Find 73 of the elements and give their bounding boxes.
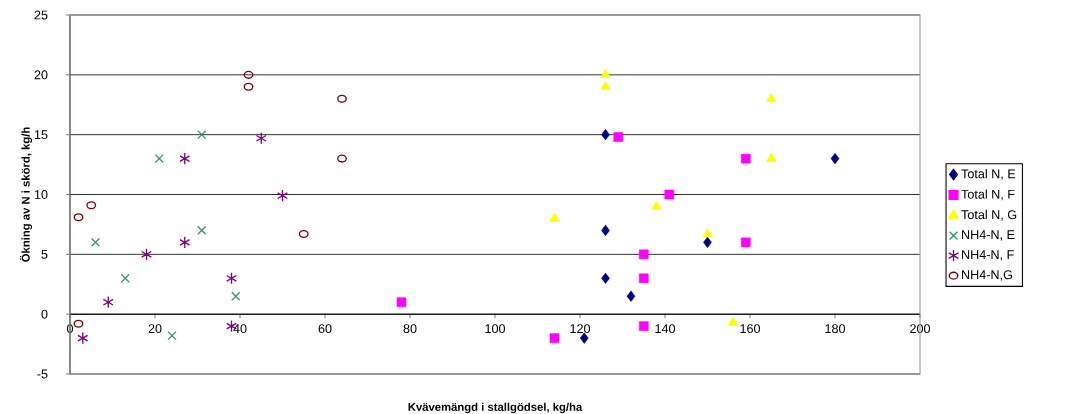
legend-label: NH4-N, F: [962, 250, 1014, 261]
point: [702, 228, 713, 238]
point: [226, 272, 237, 285]
point: [255, 132, 267, 145]
point: [740, 237, 751, 248]
point: [77, 331, 89, 345]
y-tick-label: 15: [34, 130, 48, 140]
point: [638, 249, 649, 260]
point: [86, 201, 97, 210]
y-tick-label: 0: [41, 309, 48, 319]
point: [120, 273, 130, 283]
point: [277, 189, 288, 202]
x-tick-label: 20: [148, 324, 162, 334]
x-tick-label: 100: [485, 324, 506, 334]
x-axis-title: Kvävemängd i stallgödsel, kg/ha: [408, 402, 583, 414]
point: [197, 130, 207, 140]
point: [243, 70, 254, 79]
point: [766, 92, 777, 102]
point: [243, 82, 254, 91]
point: [337, 154, 347, 163]
point: [601, 129, 610, 141]
point: [601, 272, 610, 284]
point: [396, 297, 407, 307]
point: [197, 225, 207, 236]
point: [549, 212, 560, 222]
point: [141, 248, 152, 261]
point: [626, 290, 636, 302]
point: [651, 200, 662, 210]
point: [613, 132, 624, 142]
legend-label: NH4-N, E: [962, 230, 1015, 241]
x-tick-label: 120: [570, 324, 591, 334]
x-tick-label: 80: [403, 324, 417, 334]
legend-label: NH4-N,G: [962, 270, 1012, 281]
point: [549, 333, 560, 343]
point: [740, 153, 751, 164]
y-tick-label: 25: [34, 10, 48, 20]
legend-label: Total N, E: [961, 168, 1016, 180]
point: [638, 321, 649, 331]
point: [601, 224, 610, 236]
point: [167, 331, 177, 341]
point: [179, 236, 191, 249]
point: [766, 152, 777, 162]
point: [703, 236, 712, 248]
point: [73, 213, 84, 222]
point: [638, 273, 649, 284]
x-tick-label: 180: [825, 324, 846, 334]
legend-label: Total N, G: [961, 209, 1017, 221]
y-tick-label: -5: [37, 369, 48, 379]
point: [90, 237, 101, 247]
point: [73, 319, 84, 328]
x-tick-label: 140: [655, 324, 676, 334]
y-tick-label: 5: [41, 249, 48, 259]
x-tick-label: 160: [740, 324, 761, 334]
y-tick-label: 10: [34, 190, 48, 199]
point: [102, 295, 114, 309]
legend-label: Total N, F: [961, 189, 1015, 201]
x-tick-label: 0: [66, 324, 74, 334]
point: [600, 68, 611, 78]
x-tick-label: 40: [233, 324, 247, 334]
point: [231, 291, 241, 301]
point: [830, 153, 840, 165]
point: [179, 152, 191, 165]
point: [337, 94, 347, 103]
point: [580, 332, 589, 344]
y-axis-title: Ökning av N i skörd, kg/h: [19, 127, 33, 262]
point: [664, 189, 675, 200]
point: [298, 229, 309, 239]
y-tick-label: 20: [34, 70, 48, 80]
point: [600, 80, 611, 90]
point: [154, 153, 164, 164]
point: [727, 316, 739, 326]
x-tick-label: 60: [318, 324, 332, 334]
x-tick-label: 200: [910, 324, 931, 334]
